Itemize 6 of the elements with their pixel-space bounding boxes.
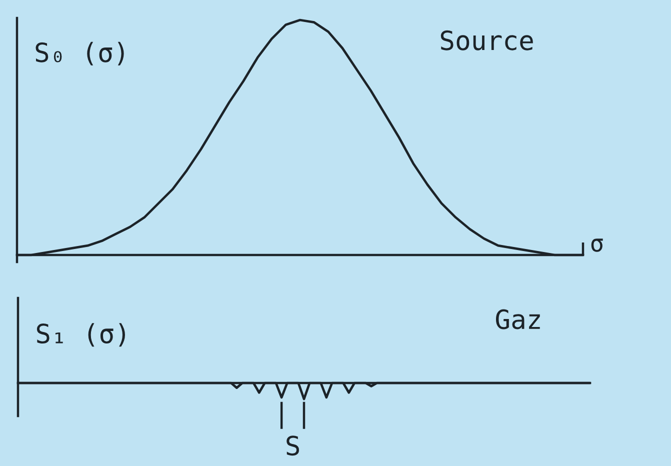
y-axis-title: S₁ (σ) [36,323,125,347]
text: S [286,436,299,456]
chart-title: Gaz [496,309,540,330]
y-axis-title: S₀ (σ) [36,42,124,66]
x-axis-title: σ [591,238,603,252]
chart-title: Source [440,30,533,50]
